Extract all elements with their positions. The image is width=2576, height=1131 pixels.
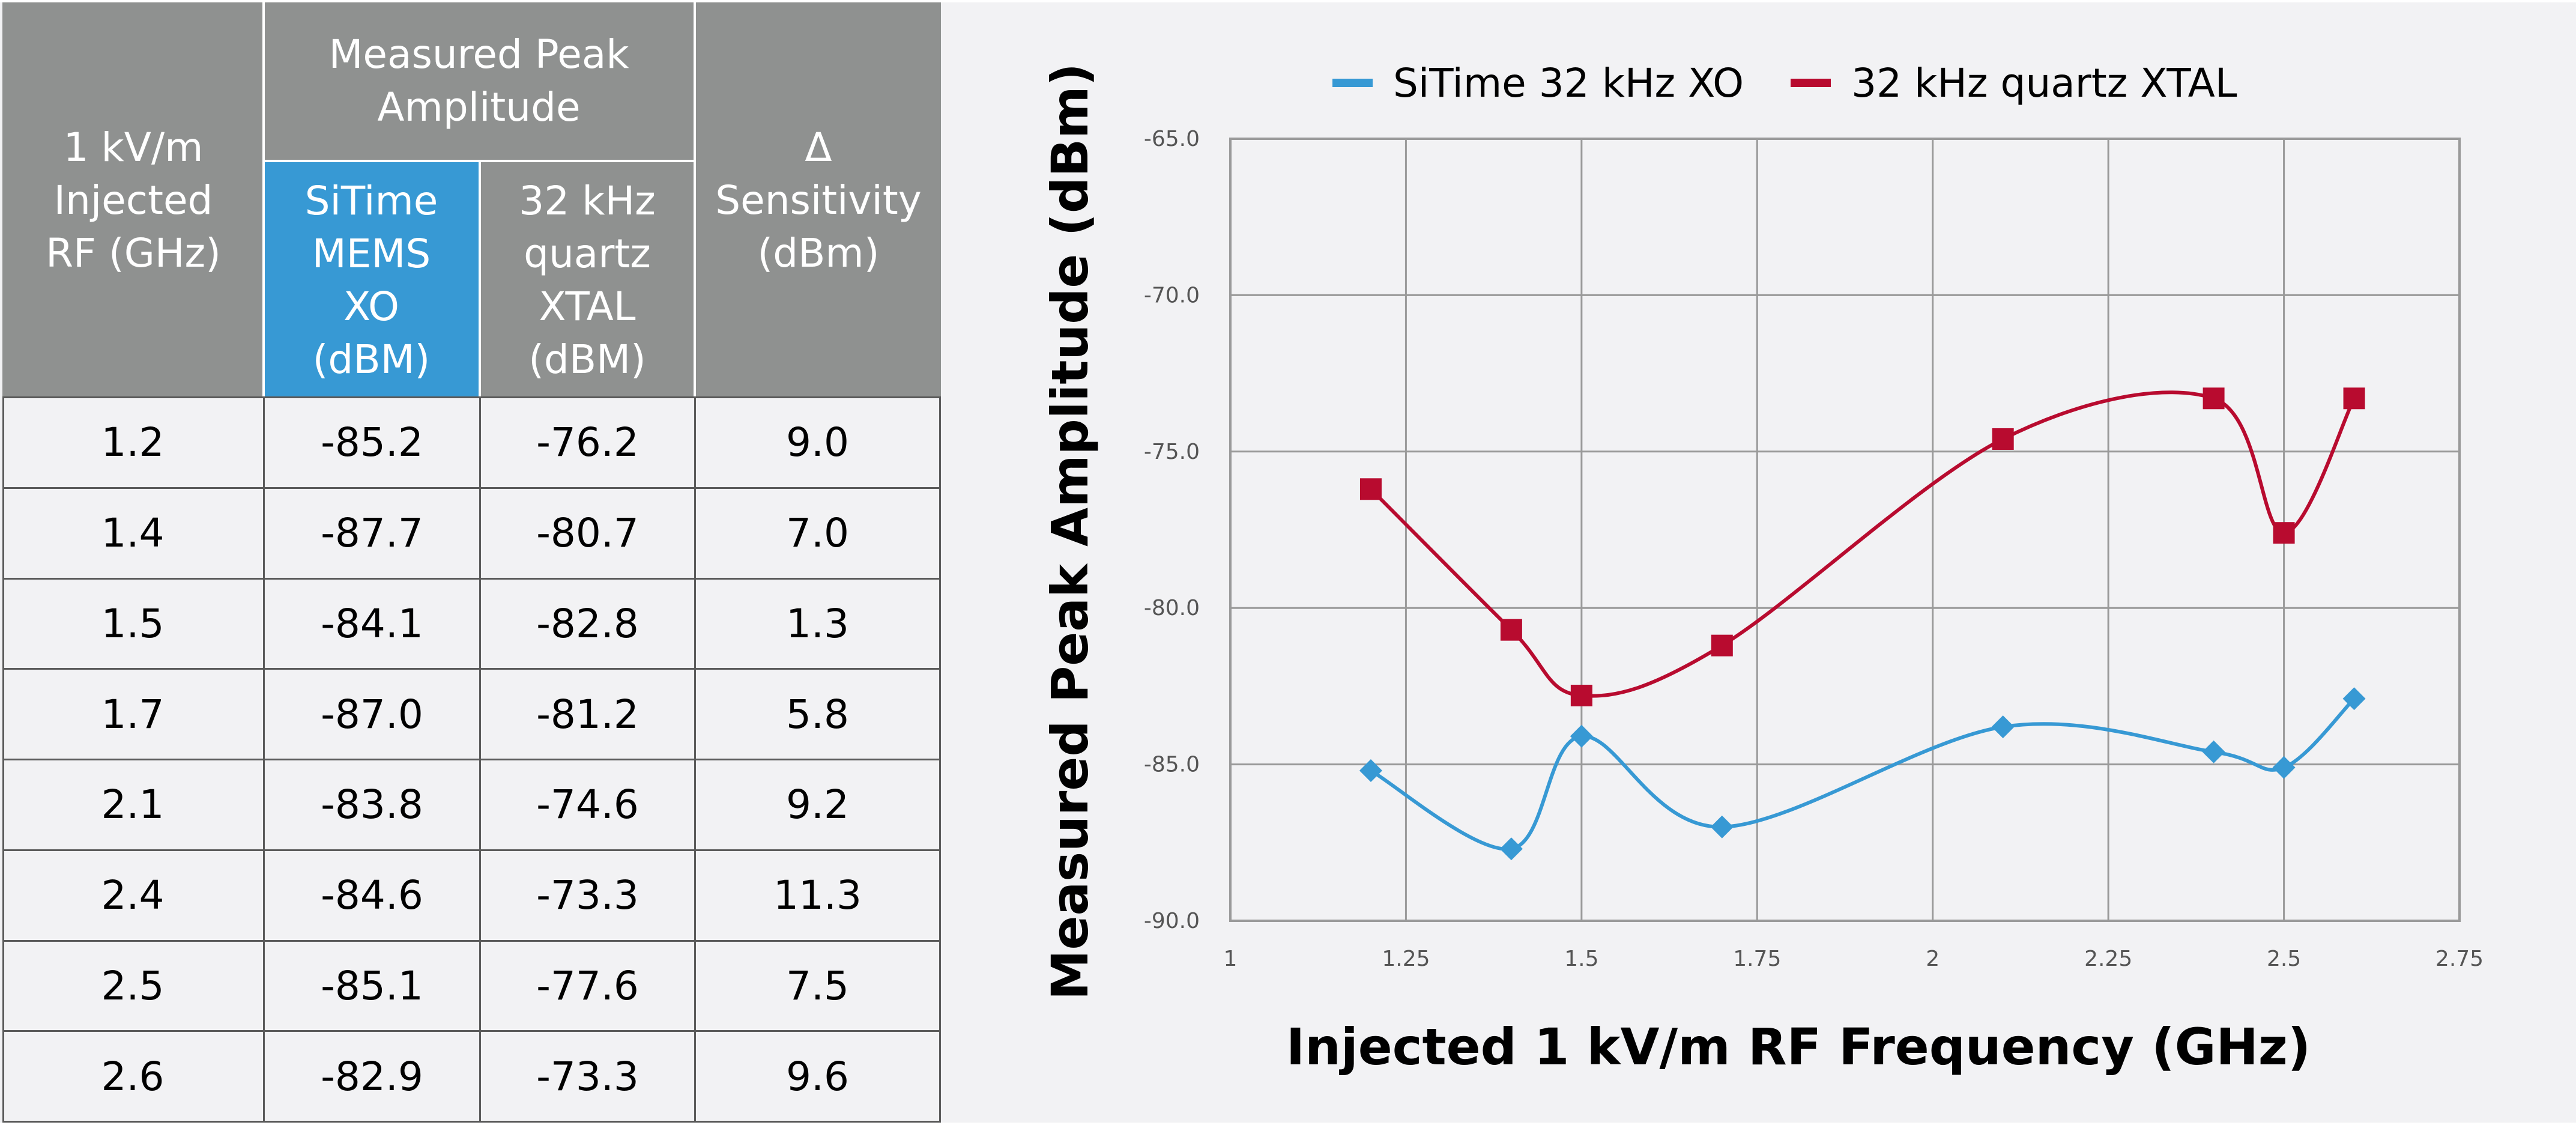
data-point-sitime [2342,687,2366,711]
header-measured-peak-amplitude: Measured Peak Amplitude [264,2,694,160]
data-point-sitime [1499,837,1523,861]
cell-sitime: -85.1 [321,962,423,1009]
cell-rf: 1.5 [101,600,165,647]
cell-delta: 5.8 [786,691,849,738]
y-tick-label: -70.0 [1144,283,1200,308]
table-column-divider [694,398,696,1123]
legend-item-quartz: 32 kHz quartz XTAL [1791,60,2237,106]
header-divider [479,160,481,398]
data-point-quartz [1359,478,1382,500]
header-delta-sensitivity: Δ Sensitivity (dBm) [696,2,941,398]
cell-quartz: -80.7 [536,510,639,557]
cell-sitime: -87.7 [321,510,423,557]
header-border [2,396,941,398]
x-tick-label: 1.75 [1733,947,1781,971]
legend-label: SiTime 32 kHz XO [1393,59,1744,106]
cell-quartz: -77.6 [536,962,639,1009]
cell-sitime: -87.0 [321,691,423,738]
series-line-sitime [1370,697,2356,851]
table-row: 1.4 -87.7 -80.7 7.0 [2,489,941,580]
cell-delta: 9.0 [786,419,849,466]
header-divider [262,2,265,398]
cell-sitime: -84.6 [321,872,423,919]
cell-quartz: -82.8 [536,600,639,647]
data-point-sitime [1570,724,1593,748]
header-injected-rf: 1 kV/m Injected RF (GHz) [2,2,264,398]
cell-sitime: -82.9 [321,1053,423,1100]
cell-rf: 2.5 [101,962,165,1009]
data-point-quartz [1711,634,1733,656]
y-tick-label: -65.0 [1144,127,1200,151]
cell-sitime: -83.8 [321,781,423,828]
y-tick-label: -80.0 [1144,596,1200,620]
cell-rf: 2.1 [101,781,165,828]
cell-delta: 9.2 [786,781,849,828]
cell-sitime: -84.1 [321,600,423,647]
x-tick-label: 1.5 [1564,947,1598,971]
data-point-quartz [2273,522,2295,544]
cell-rf: 1.7 [101,691,165,738]
legend-item-sitime: SiTime 32 kHz XO [1332,60,1744,106]
y-tick-label: -75.0 [1144,440,1200,464]
data-point-sitime [2272,756,2296,779]
cell-rf: 2.4 [101,872,165,919]
x-tick-label: 2 [1926,947,1940,971]
cell-quartz: -74.6 [536,781,639,828]
x-tick-label: 2.25 [2084,947,2132,971]
table-row: 1.5 -84.1 -82.8 1.3 [2,580,941,670]
table-border-left [2,398,4,1123]
x-tick-label: 1 [1224,947,1238,971]
table-column-divider [479,398,481,1123]
cell-delta: 7.0 [786,510,849,557]
table-row: 2.4 -84.6 -73.3 11.3 [2,851,941,942]
table-body: 1.2 -85.2 -76.2 9.0 1.4 -87.7 -80.7 7.0 1.5 -84.1… [2,398,941,1123]
data-point-sitime [2202,740,2225,763]
cell-delta: 9.6 [786,1053,849,1100]
x-tick-label: 2.75 [2435,947,2484,971]
cell-quartz: -76.2 [536,419,639,466]
y-tick-label: -85.0 [1144,753,1200,777]
cell-quartz: -73.3 [536,872,639,919]
y-tick-label: -90.0 [1144,909,1200,933]
cell-quartz: -81.2 [536,691,639,738]
table-row: 1.2 -85.2 -76.2 9.0 [2,398,941,489]
table-row: 2.6 -82.9 -73.3 9.6 [2,1032,941,1123]
plot-border [1229,138,2461,922]
table-row: 2.5 -85.1 -77.6 7.5 [2,942,941,1032]
x-axis-title: Injected 1 kV/m RF Frequency (GHz) [1286,1017,2311,1076]
table-row: 2.1 -83.8 -74.6 9.2 [2,760,941,851]
legend-swatch-blue-icon [1332,79,1373,87]
header-divider [694,2,696,398]
series-line-quartz [1369,390,2356,698]
table-border-right [939,398,941,1123]
table-column-divider [263,398,265,1123]
header-divider [264,160,694,162]
header-sitime-mems-xo: SiTime MEMS XO (dBM) [264,162,479,398]
cell-delta: 7.5 [786,962,849,1009]
cell-rf: 1.4 [101,510,165,557]
data-point-quartz [1500,619,1522,641]
cell-sitime: -85.2 [321,419,423,466]
data-point-quartz [2343,387,2365,410]
legend-swatch-red-icon [1791,79,1831,87]
data-point-sitime [1710,815,1734,838]
data-point-quartz [1570,685,1592,707]
data-point-quartz [1992,428,2014,450]
cell-rf: 2.6 [101,1053,165,1100]
data-point-sitime [1991,715,2015,739]
data-table: 1 kV/m Injected RF (GHz) Measured Peak A… [2,2,941,1123]
cell-quartz: -73.3 [536,1053,639,1100]
x-tick-label: 2.5 [2267,947,2301,971]
chart-legend: SiTime 32 kHz XO 32 kHz quartz XTAL [1332,58,2284,108]
x-tick-label: 1.25 [1382,947,1430,971]
cell-delta: 11.3 [773,872,862,919]
data-point-sitime [1359,759,1382,783]
cell-rf: 1.2 [101,419,165,466]
legend-label: 32 kHz quartz XTAL [1851,59,2237,106]
table-row: 1.7 -87.0 -81.2 5.8 [2,670,941,760]
cell-delta: 1.3 [786,600,849,647]
header-quartz-xtal: 32 kHz quartz XTAL (dBM) [481,162,694,398]
data-point-quartz [2203,387,2225,410]
